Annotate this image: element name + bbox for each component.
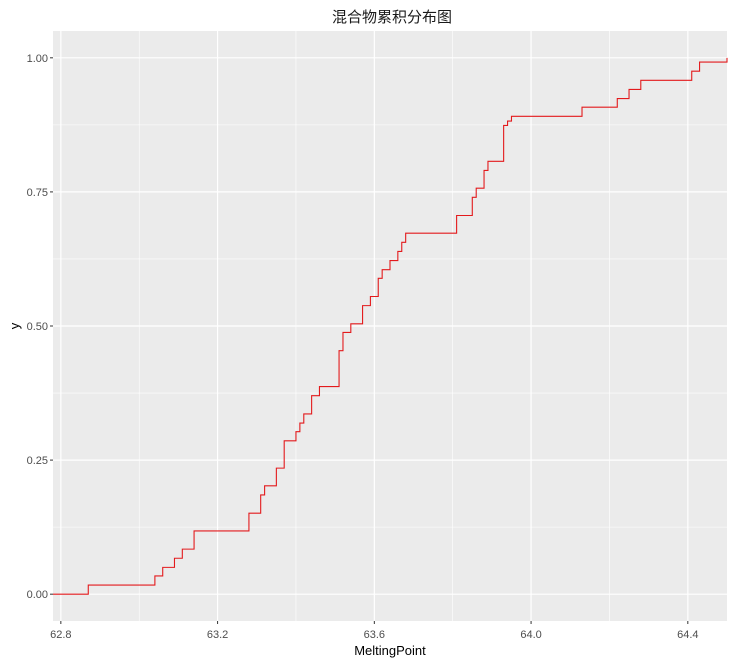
y-tick-label: 0.50	[27, 321, 48, 333]
x-tick-label: 63.2	[207, 629, 228, 641]
x-tick-label: 63.6	[364, 629, 385, 641]
y-tick-label: 0.75	[27, 187, 48, 199]
y-tick-label: 0.25	[27, 455, 48, 467]
x-tick-label: 64.4	[677, 629, 698, 641]
x-axis-title: MeltingPoint	[354, 643, 426, 658]
x-tick-label: 64.0	[520, 629, 541, 641]
y-axis-title: y	[7, 322, 22, 329]
x-axis-ticks: 62.8 63.2 63.6 64.0 64.4	[50, 621, 699, 641]
grid-major	[53, 31, 727, 621]
cdf-step-line	[53, 57, 728, 595]
y-tick-label: 1.00	[27, 53, 48, 65]
x-tick-label: 62.8	[50, 629, 71, 641]
y-axis-ticks: 0.00 0.25 0.50 0.75 1.00	[27, 53, 53, 601]
chart-title: 混合物累积分布图	[332, 9, 452, 26]
y-tick-label: 0.00	[27, 589, 48, 601]
